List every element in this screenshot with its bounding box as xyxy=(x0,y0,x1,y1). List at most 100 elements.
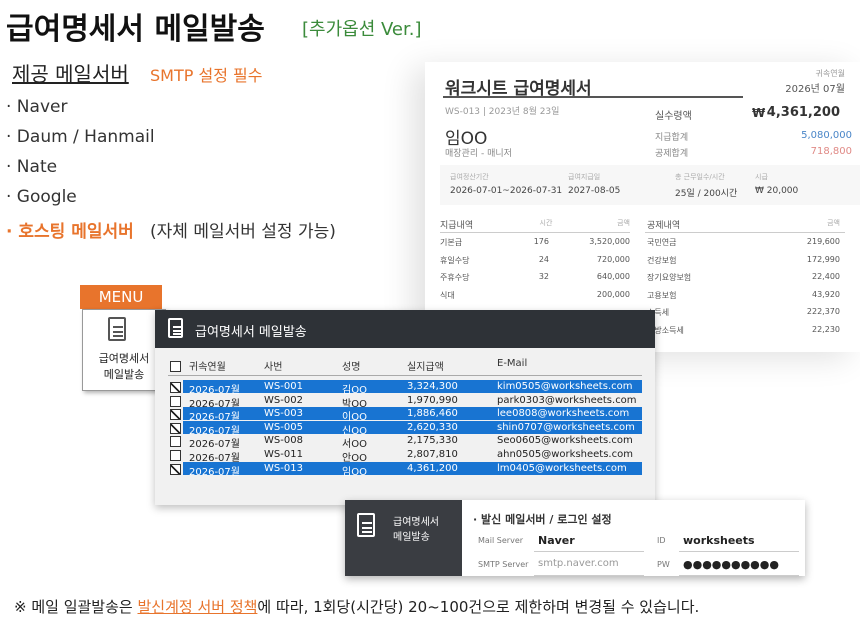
checkbox[interactable] xyxy=(170,395,181,407)
field-value: Naver xyxy=(538,534,575,547)
checkbox[interactable] xyxy=(170,463,181,475)
cell: 이OO xyxy=(342,412,367,424)
deduct-cell: 172,990 xyxy=(806,254,840,264)
field-value: worksheets xyxy=(683,534,755,547)
field-value: 25일 / 200시간 xyxy=(675,189,738,199)
pay-total: 5,080,000 xyxy=(801,130,852,141)
deduct-cell: 219,600 xyxy=(806,237,840,246)
col-header: 사번 xyxy=(264,362,283,373)
pay-header: 지급내역 xyxy=(440,221,474,231)
field-value: smtp.naver.com xyxy=(538,558,619,569)
row-highlight xyxy=(183,461,642,475)
cell: 2026-07월 xyxy=(189,385,240,396)
pay-rule xyxy=(440,232,630,233)
servers-note: SMTP 설정 필수 xyxy=(150,66,263,85)
doc-icon xyxy=(357,513,375,537)
cell: ahn0505@worksheets.com xyxy=(497,449,633,460)
cell: 박OO xyxy=(342,398,367,410)
deduct-cell: 건강보험 xyxy=(647,255,677,265)
login-icon-label: 급여명세서 xyxy=(393,517,439,528)
checkbox[interactable] xyxy=(170,422,181,434)
deduct-header: 공제내역 xyxy=(647,221,681,231)
server-item: · Naver xyxy=(6,97,68,117)
pay-cell: 32 xyxy=(538,272,549,281)
row-highlight xyxy=(183,380,642,393)
cell: 서OO xyxy=(342,439,367,451)
servers-heading: 제공 메일서버 xyxy=(12,62,129,86)
field-label: SMTP Server xyxy=(478,560,529,569)
pay-cell: 휴일수당 xyxy=(440,255,470,265)
footer-link: 발신계정 서버 정책 xyxy=(137,598,258,616)
deduct-cell: 22,230 xyxy=(812,324,840,334)
cell: WS-011 xyxy=(264,449,303,460)
cell: 임OO xyxy=(342,466,367,478)
doc-icon xyxy=(168,318,183,338)
field-rule xyxy=(534,575,644,576)
col-header: 실지급액 xyxy=(407,362,444,373)
deduct-cell: 지방소득세 xyxy=(647,325,684,335)
row-highlight xyxy=(183,407,642,421)
checkbox[interactable] xyxy=(170,450,181,461)
mail-window: 급여명세서 메일발송 귀속연월 사번 성명 실지급액 E-Mail 2026-07월 WS-0… xyxy=(155,310,655,505)
cell: 2026-07월 xyxy=(189,466,240,478)
col-header: 성명 xyxy=(342,362,361,373)
doc-line xyxy=(113,334,123,337)
checkbox[interactable] xyxy=(170,436,181,448)
doc-line xyxy=(113,330,123,333)
tag: [추가옵션 Ver.] xyxy=(302,19,422,40)
doc-line xyxy=(173,329,181,332)
payslip: 워크시트 급여명세서 귀속연월 2026년 07월 WS-013 | 2023년 8월… xyxy=(425,62,860,352)
cell: 1,970,990 xyxy=(407,394,458,406)
pay-cell: 176 xyxy=(533,237,549,246)
cell: shin0707@worksheets.com xyxy=(497,421,635,433)
cell: 2026-07월 xyxy=(189,439,240,451)
mail-titlebar: 급여명세서 메일발송 xyxy=(155,310,655,348)
deduct-total-label: 공제합계 xyxy=(655,149,689,159)
header-rule xyxy=(168,375,642,376)
checkbox[interactable] xyxy=(170,409,181,421)
deduct-cell: 22,400 xyxy=(812,272,840,281)
emp-name: 임OO xyxy=(445,129,488,149)
doc-line xyxy=(173,333,181,336)
title: 급여명세서 메일발송 xyxy=(6,12,265,47)
cell: 2,807,810 xyxy=(407,449,458,460)
doc-line xyxy=(362,530,372,533)
meta-value: 2026년 07월 xyxy=(785,84,845,95)
field-value: 2027-08-05 xyxy=(568,186,621,196)
server-item: · Daum / Hanmail xyxy=(6,127,155,147)
field-box xyxy=(440,165,860,205)
checkbox[interactable] xyxy=(170,382,181,393)
cell: lm0405@worksheets.com xyxy=(497,462,627,474)
pay-header: 금액 xyxy=(617,219,630,227)
menu-button-text: 메일발송 xyxy=(103,368,145,381)
pay-cell: 기본급 xyxy=(440,238,463,247)
cell: 1,886,460 xyxy=(407,408,458,420)
field-value: 2026-07-01~2026-07-31 xyxy=(450,186,563,196)
cell: 3,324,300 xyxy=(407,381,458,392)
dept: 매장관리 - 매니저 xyxy=(445,149,512,159)
field-rule xyxy=(534,551,644,552)
cell: Seo0605@worksheets.com xyxy=(497,435,633,447)
cell: 김OO xyxy=(342,385,367,396)
cell: kim0505@worksheets.com xyxy=(497,381,633,392)
doc-line xyxy=(362,522,372,525)
net: 4,361,200 xyxy=(766,105,840,120)
cell: WS-002 xyxy=(264,394,303,406)
login-side xyxy=(345,500,462,576)
cell: 2,620,330 xyxy=(407,421,458,433)
pay-cell: 식대 xyxy=(440,290,455,300)
field-rule xyxy=(679,551,799,552)
cell: 4,361,200 xyxy=(407,462,458,474)
pay-cell: 200,000 xyxy=(596,289,630,299)
pay-cell: 3,520,000 xyxy=(589,237,630,246)
checkbox[interactable] xyxy=(170,361,181,372)
field-label: PW xyxy=(657,560,670,569)
pay-header: 시간 xyxy=(539,219,553,227)
deduct-cell: 국민연금 xyxy=(647,238,677,247)
cell: 안OO xyxy=(342,453,367,464)
mail-title: 급여명세서 메일발송 xyxy=(195,325,307,340)
field-label: 시급 xyxy=(755,173,768,181)
cell: WS-001 xyxy=(264,381,303,392)
pay-cell: 주휴수당 xyxy=(440,273,470,282)
field-label: 총 근무일수/시간 xyxy=(675,173,725,181)
